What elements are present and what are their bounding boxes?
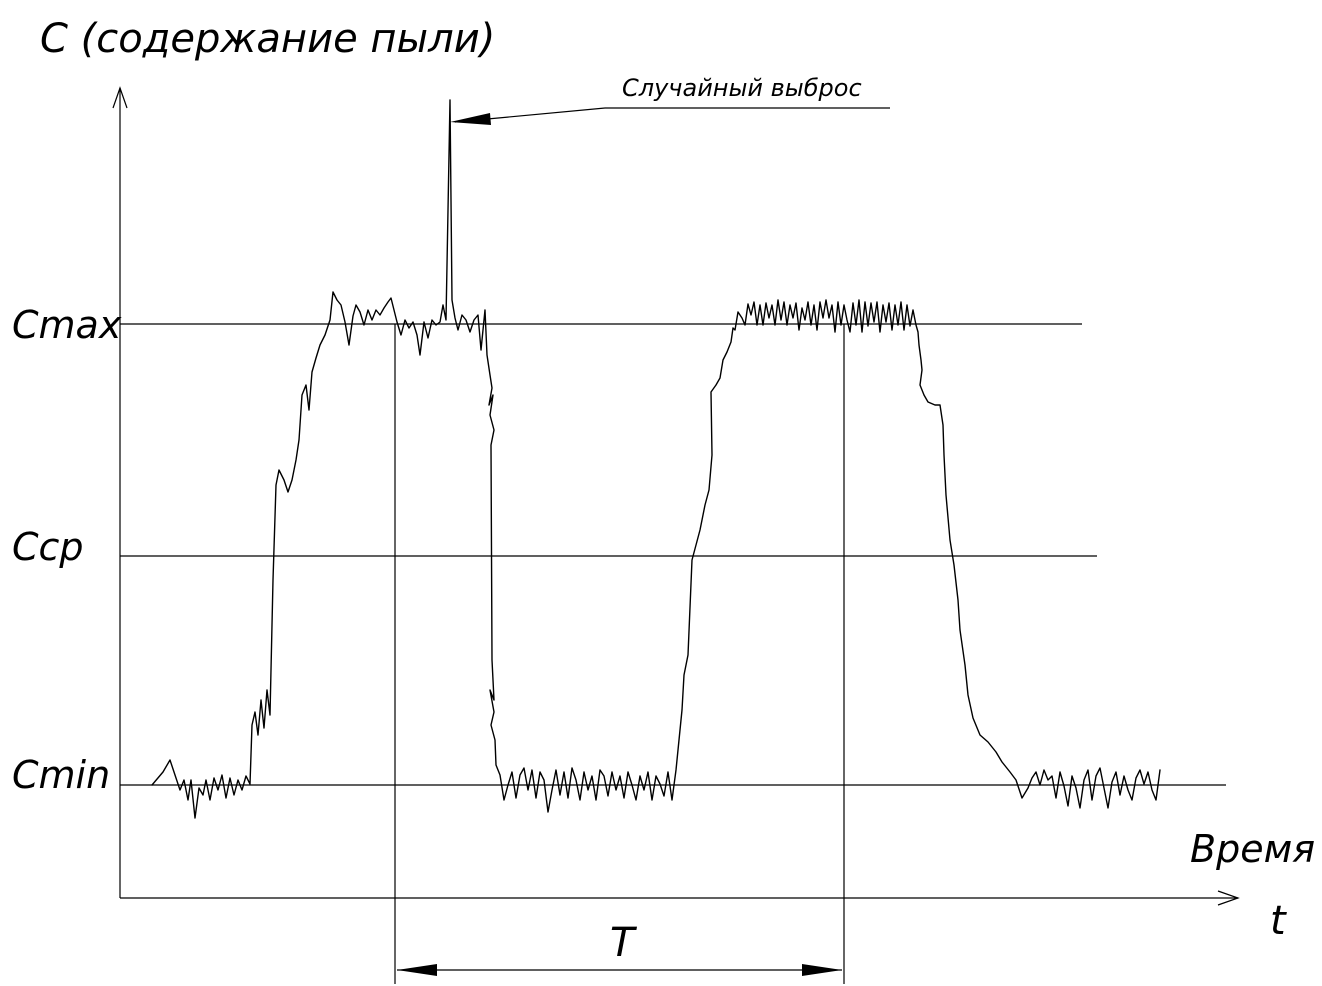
annotation-arrow — [450, 113, 491, 125]
cmax-label: Cmax — [12, 303, 122, 347]
y-axis-arrow — [112, 86, 128, 109]
period-markers — [394, 324, 845, 984]
dust-signal-curve — [151, 99, 1161, 819]
x-axis-symbol: t — [1270, 898, 1287, 944]
annotation-text: Случайный выброс — [622, 74, 862, 102]
annotation-leader — [450, 107, 890, 125]
axes — [112, 86, 1240, 906]
x-axis-label: Время — [1190, 827, 1315, 871]
y-axis-label: С (содержание пыли) — [40, 16, 495, 62]
x-axis-arrow — [1217, 890, 1240, 906]
period-arrow-right — [802, 964, 842, 976]
period-arrow-left — [397, 964, 437, 976]
cmin-label: Cmin — [12, 753, 110, 797]
period-label: T — [610, 920, 638, 966]
cavg-label: Cср — [12, 525, 84, 569]
level-lines — [120, 323, 1226, 786]
